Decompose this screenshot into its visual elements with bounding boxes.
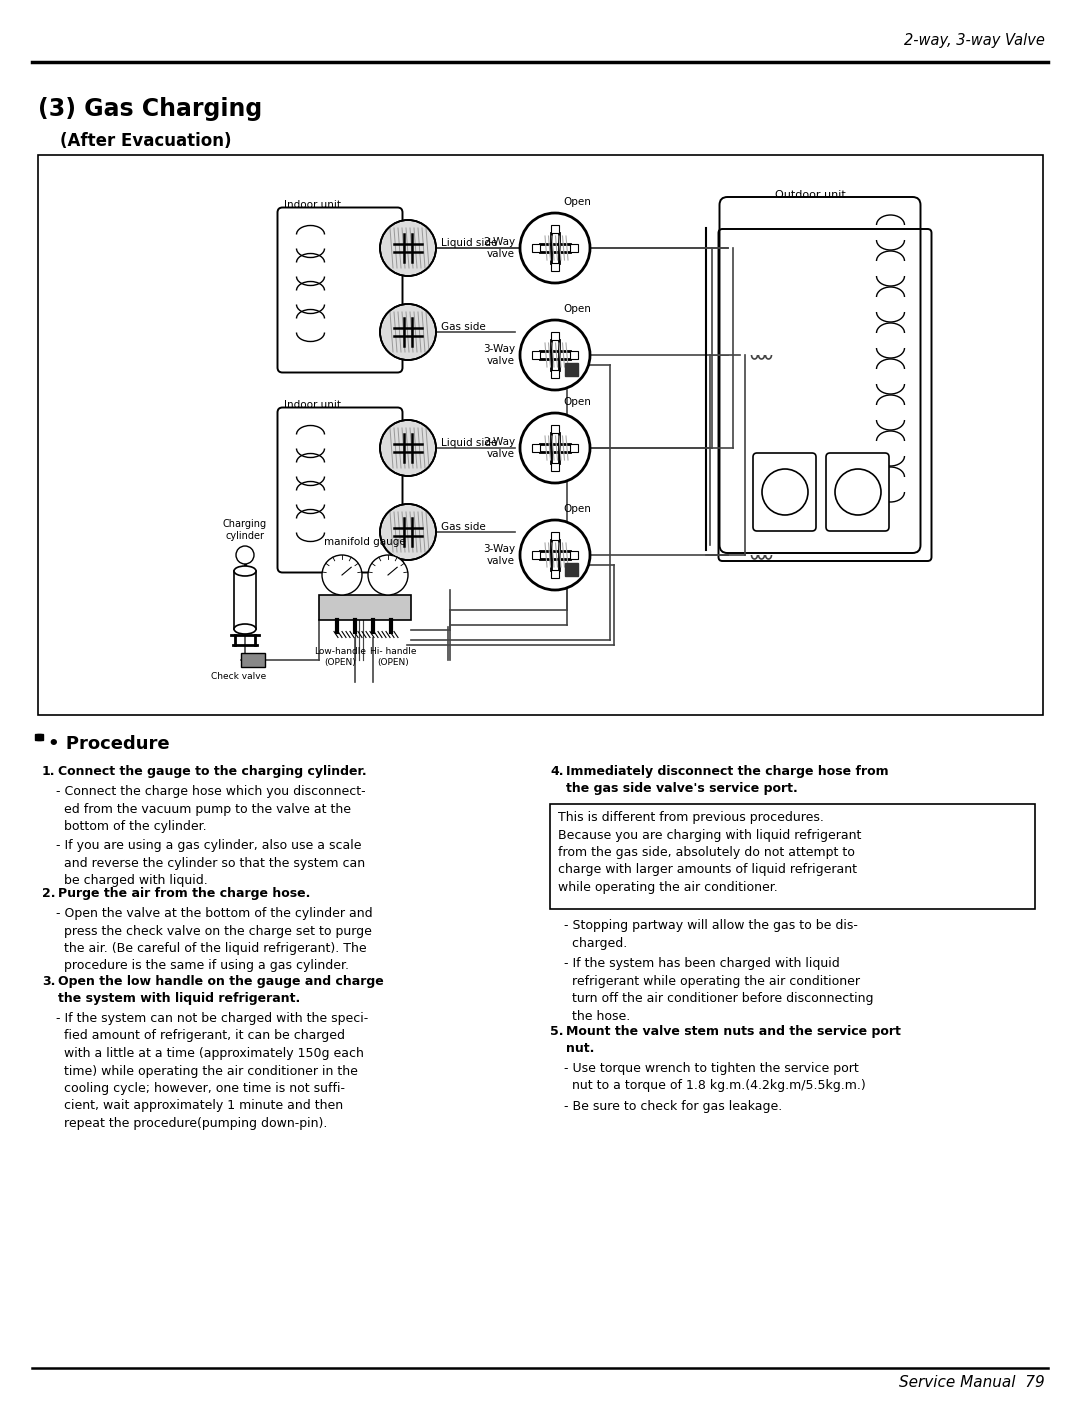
Circle shape [322,555,362,594]
Bar [551,225,559,233]
Circle shape [380,221,436,275]
Bar [551,263,559,271]
Text: - Use torque wrench to tighten the service port
  nut to a torque of 1.8 kg.m.(4: - Use torque wrench to tighten the servi… [564,1062,866,1093]
Text: the gas side valve's service port.: the gas side valve's service port. [566,783,798,795]
Text: This is different from previous procedures.
Because you are charging with liquid: This is different from previous procedur… [558,811,862,894]
Text: Immediately disconnect the charge hose from: Immediately disconnect the charge hose f… [566,764,889,778]
Text: Gas side: Gas side [441,523,486,532]
Bar [234,570,256,629]
Text: 2-way, 3-way Valve: 2-way, 3-way Valve [904,32,1045,48]
FancyBboxPatch shape [278,208,403,372]
Text: (3) Gas Charging: (3) Gas Charging [38,97,262,121]
Bar [551,570,559,577]
Text: 4.: 4. [550,764,564,778]
Text: • Procedure: • Procedure [48,735,170,753]
Text: Service Manual  79: Service Manual 79 [900,1375,1045,1390]
FancyBboxPatch shape [826,452,889,531]
Circle shape [237,547,254,563]
Text: Open: Open [563,197,591,207]
Text: the system with liquid refrigerant.: the system with liquid refrigerant. [58,992,300,1005]
Text: 3.: 3. [42,975,55,988]
Text: Mount the valve stem nuts and the service port: Mount the valve stem nuts and the servic… [566,1026,901,1038]
Ellipse shape [234,624,256,634]
Text: 1.: 1. [42,764,55,778]
Text: Check valve: Check valve [212,672,267,681]
Text: Open: Open [563,504,591,514]
Text: Gas side: Gas side [441,322,486,332]
Text: - If the system can not be charged with the speci-
  fied amount of refrigerant,: - If the system can not be charged with … [56,1012,368,1130]
Text: Open: Open [563,303,591,313]
Circle shape [380,420,436,476]
Text: Purge the air from the charge hose.: Purge the air from the charge hose. [58,887,310,901]
Bar [570,351,578,360]
Bar [570,244,578,251]
Text: Open: Open [563,398,591,407]
Text: Open the low handle on the gauge and charge: Open the low handle on the gauge and cha… [58,975,383,988]
Text: Charging
cylinder: Charging cylinder [222,520,267,541]
FancyBboxPatch shape [719,197,920,554]
Text: Hi- handle
(OPEN): Hi- handle (OPEN) [369,648,416,667]
Text: Indoor unit: Indoor unit [283,201,340,211]
Circle shape [380,303,436,360]
Text: 3-Way
valve: 3-Way valve [483,544,515,566]
Bar [319,594,411,620]
Text: 5.: 5. [550,1026,564,1038]
Text: 2.: 2. [42,887,55,901]
Text: (After Evacuation): (After Evacuation) [60,132,231,150]
Text: Liquid side: Liquid side [441,438,498,448]
Circle shape [368,555,408,594]
Bar [570,551,578,559]
Circle shape [380,504,436,561]
Text: Connect the gauge to the charging cylinder.: Connect the gauge to the charging cylind… [58,764,366,778]
Circle shape [519,520,590,590]
Bar [241,653,265,667]
Bar [551,332,559,340]
Text: - Connect the charge hose which you disconnect-
  ed from the vacuum pump to the: - Connect the charge hose which you disc… [56,785,366,833]
Text: - Open the valve at the bottom of the cylinder and
  press the check valve on th: - Open the valve at the bottom of the cy… [56,908,373,972]
Text: - Be sure to check for gas leakage.: - Be sure to check for gas leakage. [564,1100,782,1113]
Text: Liquid side: Liquid side [441,237,498,249]
Circle shape [519,214,590,282]
Bar [38,155,1043,715]
Bar [551,370,559,378]
Text: 3-Way
valve: 3-Way valve [483,344,515,365]
Text: 2-Way
valve: 2-Way valve [483,437,515,459]
Bar [565,563,578,576]
FancyBboxPatch shape [753,452,816,531]
Bar [551,424,559,433]
Circle shape [519,320,590,391]
Text: - If the system has been charged with liquid
  refrigerant while operating the a: - If the system has been charged with li… [564,957,874,1023]
Text: Low-handle
(OPEN): Low-handle (OPEN) [314,648,366,667]
Bar [551,464,559,471]
Text: nut.: nut. [566,1043,594,1055]
Text: - Stopping partway will allow the gas to be dis-
  charged.: - Stopping partway will allow the gas to… [564,919,858,950]
Bar [532,244,540,251]
Bar [532,551,540,559]
Text: manifold gauge: manifold gauge [324,537,406,547]
Bar [570,444,578,452]
Bar [551,532,559,540]
Text: 2-Way
valve: 2-Way valve [483,237,515,259]
Bar [565,362,578,377]
Bar [532,444,540,452]
Text: Outdoor unit: Outdoor unit [774,190,846,200]
Bar [532,351,540,360]
Ellipse shape [234,566,256,576]
Text: Indoor unit: Indoor unit [283,400,340,410]
Bar [550,804,1035,909]
Circle shape [519,413,590,483]
FancyBboxPatch shape [278,407,403,572]
Text: - If you are using a gas cylinder, also use a scale
  and reverse the cylinder s: - If you are using a gas cylinder, also … [56,839,365,887]
